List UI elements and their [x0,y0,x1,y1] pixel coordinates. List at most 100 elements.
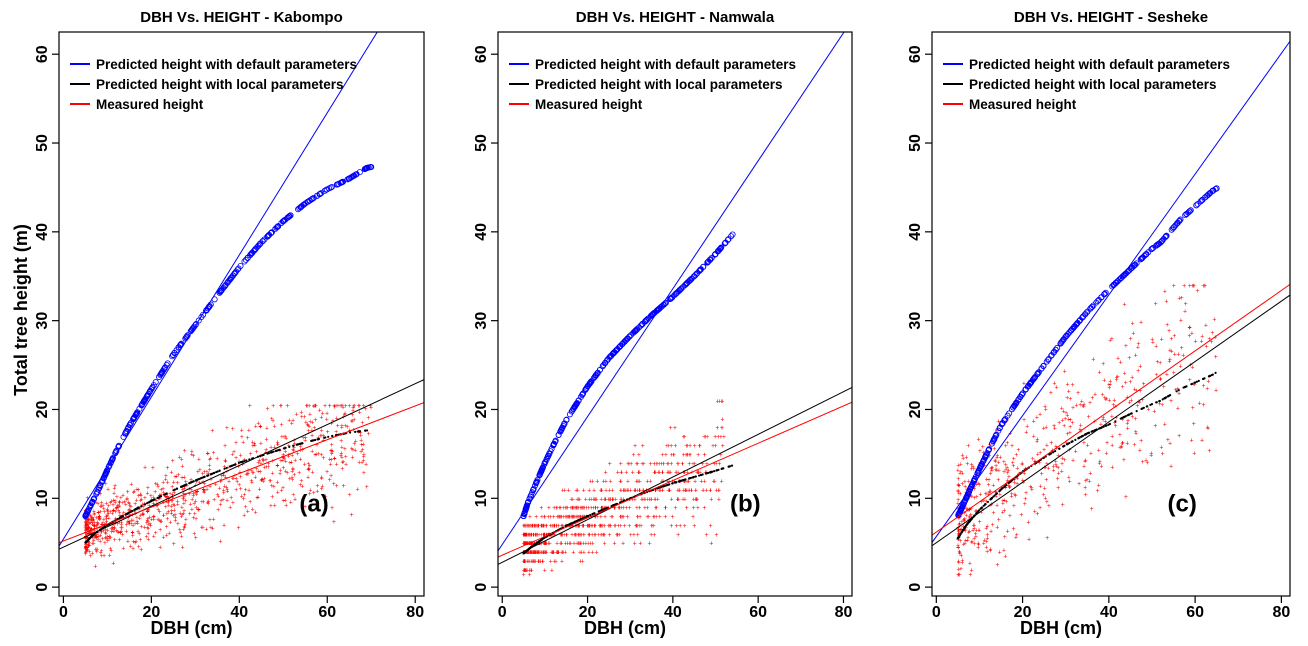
measured-point: + [613,541,617,548]
measured-point: + [676,470,680,477]
measured-point: + [599,487,603,494]
measured-point: + [684,487,688,494]
default-predicted-point [623,337,630,344]
measured-point: + [129,517,133,524]
measured-point: + [595,505,599,512]
measured-point: + [205,487,209,494]
measured-point: + [190,497,194,504]
measured-point: + [235,479,239,486]
measured-point: + [158,509,162,516]
measured-point: + [995,562,999,569]
measured-point: + [1114,415,1118,422]
measured-point: + [1154,372,1158,379]
measured-point: + [1089,450,1093,457]
local-predicted-point [998,489,1001,493]
measured-point: + [523,532,527,539]
measured-point: + [626,514,630,521]
default-predicted-point [724,236,731,243]
default-predicted-point [557,428,564,435]
measured-point: + [648,461,652,468]
measured-point: + [104,518,108,525]
measured-point: + [222,523,226,530]
measured-point: + [977,436,981,443]
local-predicted-point [173,488,177,491]
measured-point: + [678,523,682,530]
measured-point: + [531,532,535,539]
measured-point: + [635,523,639,530]
measured-point: + [1154,344,1158,351]
default-predicted-point [1083,309,1090,316]
measured-point: + [972,525,976,532]
default-predicted-point [607,353,614,360]
measured-point: + [591,505,595,512]
measured-point: + [255,449,259,456]
measured-point: + [959,469,963,476]
measured-point: + [536,550,540,557]
default-predicted-point [1054,344,1061,351]
measured-point: + [362,454,366,461]
measured-point: + [84,522,88,529]
measured-point: + [139,493,143,500]
measured-point: + [559,541,563,548]
measured-point: + [116,529,120,536]
local-predicted-point [190,480,193,484]
measured-point: + [281,485,285,492]
measured-point: + [677,496,681,503]
measured-point: + [541,523,545,530]
measured-point: + [1031,456,1035,463]
measured-point: + [93,520,97,527]
measured-point: + [180,512,184,519]
measured-point: + [1206,425,1210,432]
measured-point: + [992,446,996,453]
measured-point: + [682,487,686,494]
measured-point: + [568,541,572,548]
measured-point: + [167,495,171,502]
default-predicted-point [1082,311,1089,318]
measured-point: + [670,452,674,459]
measured-point: + [125,522,129,529]
measured-point: + [1198,400,1202,407]
measured-point: + [555,550,559,557]
measured-point: + [968,513,972,520]
measured-point: + [682,452,686,459]
measured-point: + [552,505,556,512]
default-predicted-point [88,500,95,507]
measured-point: + [588,523,592,530]
measured-point: + [249,478,253,485]
measured-point: + [531,541,535,548]
measured-point: + [1124,343,1128,350]
measured-point: + [995,453,999,460]
measured-point: + [96,521,100,528]
measured-point: + [121,500,125,507]
measured-point: + [139,524,143,531]
measured-point: + [619,496,623,503]
measured-point: + [1202,383,1206,390]
measured-point: + [1152,408,1156,415]
local-predicted-point [571,521,574,525]
measured-point: + [172,541,176,548]
measured-point: + [578,505,582,512]
measured-point: + [673,425,677,432]
measured-point: + [539,505,543,512]
local-predicted-point [694,475,697,478]
measured-point: + [92,523,96,530]
measured-point: + [1155,359,1159,366]
measured-point: + [84,544,88,551]
measured-point: + [674,505,678,512]
local-predicted-point [240,460,244,463]
measured-point: + [149,523,153,530]
measured-point: + [300,484,304,491]
measured-point: + [668,425,672,432]
measured-point: + [548,541,552,548]
measured-point: + [104,531,108,538]
measured-point: + [1080,399,1084,406]
measured-point: + [635,461,639,468]
local-predicted-point [1169,394,1172,397]
measured-point: + [224,484,228,491]
measured-point: + [578,532,582,539]
measured-point: + [1014,493,1018,500]
measured-point: + [1172,370,1176,377]
measured-point: + [90,516,94,523]
measured-point: + [962,518,966,525]
measured-point: + [1056,485,1060,492]
